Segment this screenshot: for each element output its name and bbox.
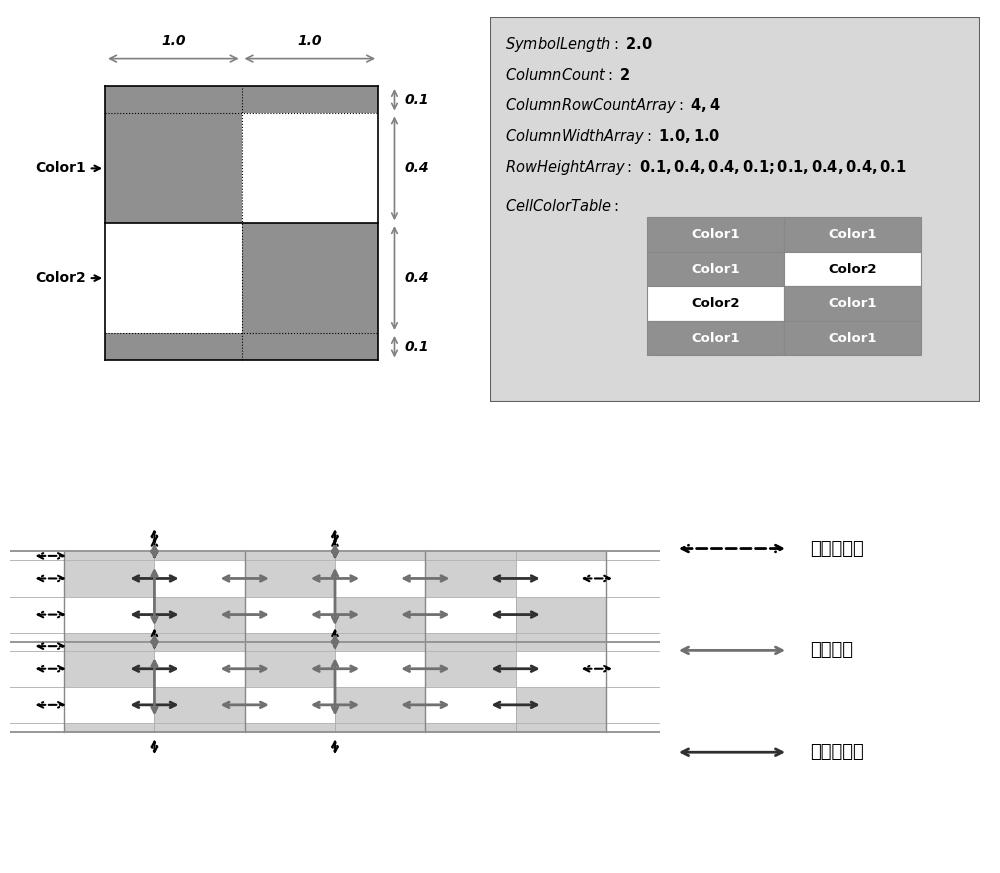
Bar — [154, 723, 245, 732]
Bar — [425, 560, 516, 596]
Bar — [245, 560, 335, 596]
Bar — [425, 723, 516, 732]
Text: Color2: Color2 — [691, 297, 740, 310]
Bar — [425, 642, 516, 650]
Text: Color2: Color2 — [828, 263, 877, 276]
Bar — [242, 113, 378, 223]
Text: $\it{ColumnCount:}$ $\bf{2}$: $\it{ColumnCount:}$ $\bf{2}$ — [505, 67, 630, 83]
Bar — [245, 596, 335, 633]
Bar — [516, 633, 606, 642]
Bar — [105, 113, 242, 223]
Text: Color2: Color2 — [35, 272, 86, 285]
Bar — [516, 642, 606, 650]
Bar — [242, 86, 378, 113]
Text: Color1: Color1 — [828, 228, 877, 241]
Bar — [516, 650, 606, 687]
Bar — [335, 650, 425, 687]
Text: Color1: Color1 — [691, 263, 740, 276]
Bar — [64, 552, 154, 560]
Bar — [516, 723, 606, 732]
Text: 0.4: 0.4 — [404, 162, 429, 175]
Text: $\it{CellColorTable:}$: $\it{CellColorTable:}$ — [505, 197, 623, 214]
Bar — [335, 560, 425, 596]
Text: 颜色一致: 颜色一致 — [810, 642, 853, 659]
Bar — [425, 552, 516, 560]
Bar — [154, 552, 245, 560]
Bar — [64, 560, 154, 596]
Bar — [245, 642, 335, 650]
Bar — [105, 86, 242, 113]
Bar — [154, 560, 245, 596]
Text: 0.1: 0.1 — [404, 340, 429, 354]
Bar — [154, 596, 245, 633]
Bar — [425, 650, 516, 687]
Bar — [242, 223, 378, 333]
Bar — [335, 552, 425, 560]
Text: $\it{ColumnWidthArray:}$ $\bf{1.0, 1.0}$: $\it{ColumnWidthArray:}$ $\bf{1.0, 1.0}$ — [505, 127, 720, 146]
Bar — [516, 687, 606, 723]
Bar — [516, 552, 606, 560]
Bar — [647, 286, 784, 321]
Bar — [784, 217, 921, 251]
Text: Color1: Color1 — [828, 332, 877, 345]
Bar — [245, 633, 335, 642]
Bar — [784, 321, 921, 355]
Bar — [516, 560, 606, 596]
Bar — [64, 596, 154, 633]
Bar — [647, 251, 784, 286]
Bar — [425, 687, 516, 723]
Text: $\it{RowHeightArray:}$ $\bf{0.1, 0.4, 0.4, 0.1; 0.1, 0.4, 0.4, 0.1}$: $\it{RowHeightArray:}$ $\bf{0.1, 0.4, 0.… — [505, 158, 907, 176]
Bar — [516, 596, 606, 633]
Text: Color1: Color1 — [828, 297, 877, 310]
Bar — [335, 687, 425, 723]
Bar — [154, 650, 245, 687]
Bar — [335, 642, 425, 650]
Bar — [154, 633, 245, 642]
Bar — [105, 223, 242, 333]
Bar — [154, 687, 245, 723]
Text: $\it{SymbolLength:}$ $\bf{2.0}$: $\it{SymbolLength:}$ $\bf{2.0}$ — [505, 35, 652, 54]
Bar — [105, 333, 242, 361]
Text: $\it{ColumnRowCountArray:}$ $\bf{4, 4}$: $\it{ColumnRowCountArray:}$ $\bf{4, 4}$ — [505, 96, 720, 115]
Bar — [64, 642, 154, 650]
Text: 1.0: 1.0 — [298, 34, 322, 48]
Bar — [335, 633, 425, 642]
Text: Color1: Color1 — [35, 162, 86, 175]
Text: 1.0: 1.0 — [161, 34, 186, 48]
Bar — [64, 687, 154, 723]
Bar — [154, 642, 245, 650]
Text: 0.4: 0.4 — [404, 272, 429, 285]
Bar — [784, 251, 921, 286]
Bar — [245, 552, 335, 560]
Bar — [242, 333, 378, 361]
Bar — [647, 321, 784, 355]
Bar — [245, 723, 335, 732]
Text: Color1: Color1 — [691, 228, 740, 241]
Bar — [425, 596, 516, 633]
Bar — [335, 596, 425, 633]
Bar — [64, 723, 154, 732]
Text: 边界反走样: 边界反走样 — [810, 540, 864, 558]
Bar — [64, 650, 154, 687]
Bar — [425, 633, 516, 642]
Text: Color1: Color1 — [691, 332, 740, 345]
Bar — [245, 650, 335, 687]
Bar — [784, 286, 921, 321]
Text: 0.1: 0.1 — [404, 93, 429, 107]
Text: 颜色不一致: 颜色不一致 — [810, 743, 864, 761]
Bar — [64, 633, 154, 642]
Bar — [647, 217, 784, 251]
Bar — [335, 723, 425, 732]
Bar — [245, 687, 335, 723]
